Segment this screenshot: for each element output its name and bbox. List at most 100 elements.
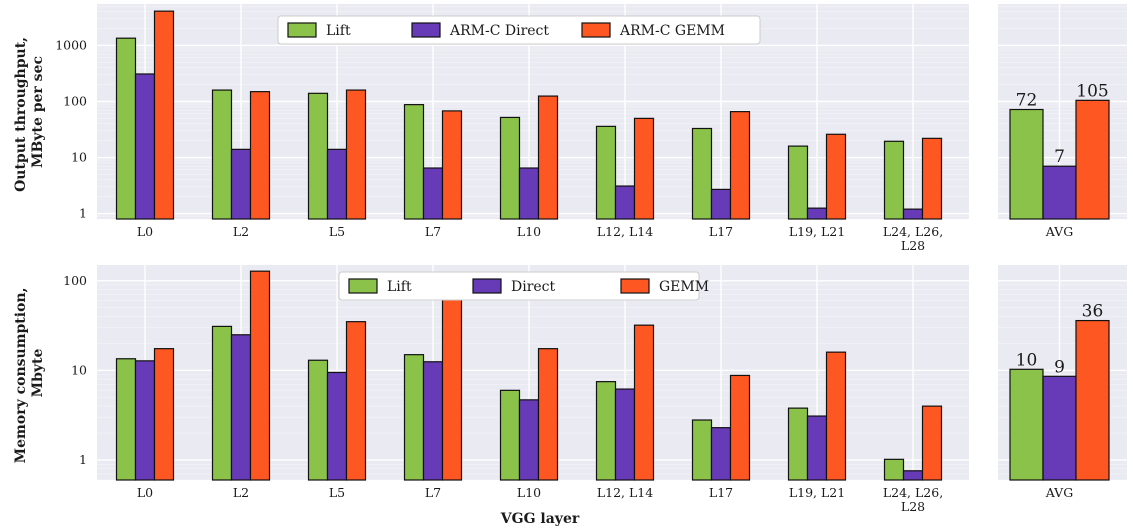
y-tick-label: 100 — [63, 94, 87, 109]
bottom-ylabel: Memory consumption, Mbyte — [13, 283, 46, 464]
x-tick-label: L12, L14 — [597, 485, 653, 500]
legend: Lift ARM-C Direct ARM-C GEMM — [277, 15, 761, 45]
x-tick-label: L19, L21 — [789, 224, 845, 239]
legend-label: Lift — [387, 279, 412, 295]
bar-arm-c-gemm-5 — [633, 117, 655, 220]
legend-box — [277, 15, 761, 45]
y-tick-label: 1 — [79, 452, 87, 467]
bar-lift-0 — [1009, 108, 1044, 220]
x-tick-label: L10 — [517, 224, 541, 239]
legend-label: Direct — [511, 279, 556, 295]
x-tick-label: L5 — [329, 485, 345, 500]
x-tick-label: L10 — [517, 485, 541, 500]
bar-arm-c-direct-3 — [422, 167, 444, 220]
bar-arm-c-direct-0 — [1042, 165, 1077, 220]
legend-swatch — [287, 22, 317, 38]
y-tick-label: 100 — [63, 273, 87, 288]
bar-arm-c-gemm-1 — [249, 91, 271, 220]
bar-arm-c-direct-4 — [518, 167, 540, 220]
bar-lift-3 — [403, 104, 425, 220]
bar-arm-c-direct-1 — [230, 148, 252, 220]
bar-gemm-2 — [345, 321, 367, 481]
bar-lift-3 — [403, 354, 425, 481]
bottom-ylabel-line1: Memory consumption, — [13, 288, 29, 464]
bar-arm-c-gemm-4 — [537, 95, 559, 220]
bar-lift-7 — [787, 407, 809, 481]
legend: Lift Direct GEMM — [338, 271, 709, 301]
bottom-ylabel-line2: Mbyte — [30, 349, 46, 398]
legend-label: ARM-C Direct — [449, 23, 549, 39]
bar-lift-5 — [595, 125, 617, 220]
y-tick-label: 10 — [71, 362, 87, 377]
bar-direct-0 — [134, 360, 156, 481]
x-tick-label: L28 — [901, 499, 925, 514]
bar-lift-2 — [307, 92, 329, 220]
x-tick-label: L24, L26, — [883, 485, 943, 500]
bar-arm-c-gemm-3 — [441, 110, 463, 220]
data-label: 105 — [1076, 81, 1108, 101]
top-avg-panel: 72 7 105 AVG — [998, 4, 1127, 239]
bar-direct-1 — [230, 334, 252, 481]
legend-swatch — [348, 278, 378, 294]
bar-arm-c-direct-5 — [614, 185, 636, 220]
bar-arm-c-direct-2 — [326, 148, 348, 220]
x-tick-label: L0 — [137, 224, 153, 239]
bar-direct-3 — [422, 361, 444, 481]
bar-lift-2 — [307, 359, 329, 481]
x-tick-label: AVG — [1045, 224, 1073, 239]
bar-gemm-3 — [441, 297, 463, 481]
legend-label: GEMM — [659, 279, 709, 295]
bar-lift-5 — [595, 381, 617, 481]
x-axis-label: VGG layer — [500, 511, 580, 527]
legend-swatch — [620, 278, 650, 294]
bar-lift-0 — [115, 37, 137, 220]
x-tick-label: L24, L26, — [883, 224, 943, 239]
bar-lift-0 — [115, 358, 137, 481]
top-ylabel-line1: Output throughput, — [13, 37, 29, 192]
x-tick-label: L17 — [709, 485, 733, 500]
legend-label: ARM-C GEMM — [619, 23, 725, 39]
legend-label: Lift — [326, 23, 351, 39]
bar-gemm-7 — [825, 351, 847, 481]
x-tick-label: L2 — [233, 485, 249, 500]
bar-lift-8 — [883, 458, 905, 481]
bar-gemm-5 — [633, 324, 655, 481]
bar-lift-1 — [211, 89, 233, 220]
bar-lift-1 — [211, 325, 233, 481]
bar-direct-2 — [326, 371, 348, 481]
legend-swatch — [581, 22, 611, 38]
bar-direct-7 — [806, 415, 828, 481]
bar-lift-6 — [691, 127, 713, 220]
bar-arm-c-gemm-0 — [153, 10, 175, 220]
bar-direct-8 — [902, 470, 924, 481]
bar-direct-5 — [614, 388, 636, 481]
bar-arm-c-gemm-0 — [1075, 99, 1110, 220]
x-tick-label: L7 — [425, 485, 441, 500]
bar-direct-0 — [1042, 375, 1077, 481]
x-tick-label: AVG — [1045, 485, 1073, 500]
bar-lift-7 — [787, 145, 809, 220]
x-tick-label: L0 — [137, 485, 153, 500]
data-label: 36 — [1082, 302, 1104, 322]
bar-lift-4 — [499, 116, 521, 220]
bar-arm-c-direct-6 — [710, 188, 732, 220]
bar-gemm-0 — [1075, 319, 1110, 481]
bar-gemm-1 — [249, 270, 271, 481]
bar-arm-c-direct-7 — [806, 207, 828, 220]
x-tick-label: L2 — [233, 224, 249, 239]
bar-arm-c-gemm-7 — [825, 133, 847, 220]
x-tick-label: L12, L14 — [597, 224, 653, 239]
data-label: 7 — [1054, 147, 1065, 167]
bottom-avg-panel: 10 9 36 AVG — [998, 265, 1127, 500]
x-tick-label: L5 — [329, 224, 345, 239]
legend-swatch — [472, 278, 502, 294]
bar-direct-6 — [710, 427, 732, 481]
bar-lift-8 — [883, 140, 905, 220]
legend-swatch — [411, 22, 441, 38]
x-tick-label: L17 — [709, 224, 733, 239]
bar-direct-4 — [518, 399, 540, 481]
x-tick-label: L28 — [901, 238, 925, 253]
bar-gemm-4 — [537, 348, 559, 481]
bar-arm-c-gemm-2 — [345, 89, 367, 220]
top-ylabel-line2: MByte per sec — [30, 56, 46, 168]
